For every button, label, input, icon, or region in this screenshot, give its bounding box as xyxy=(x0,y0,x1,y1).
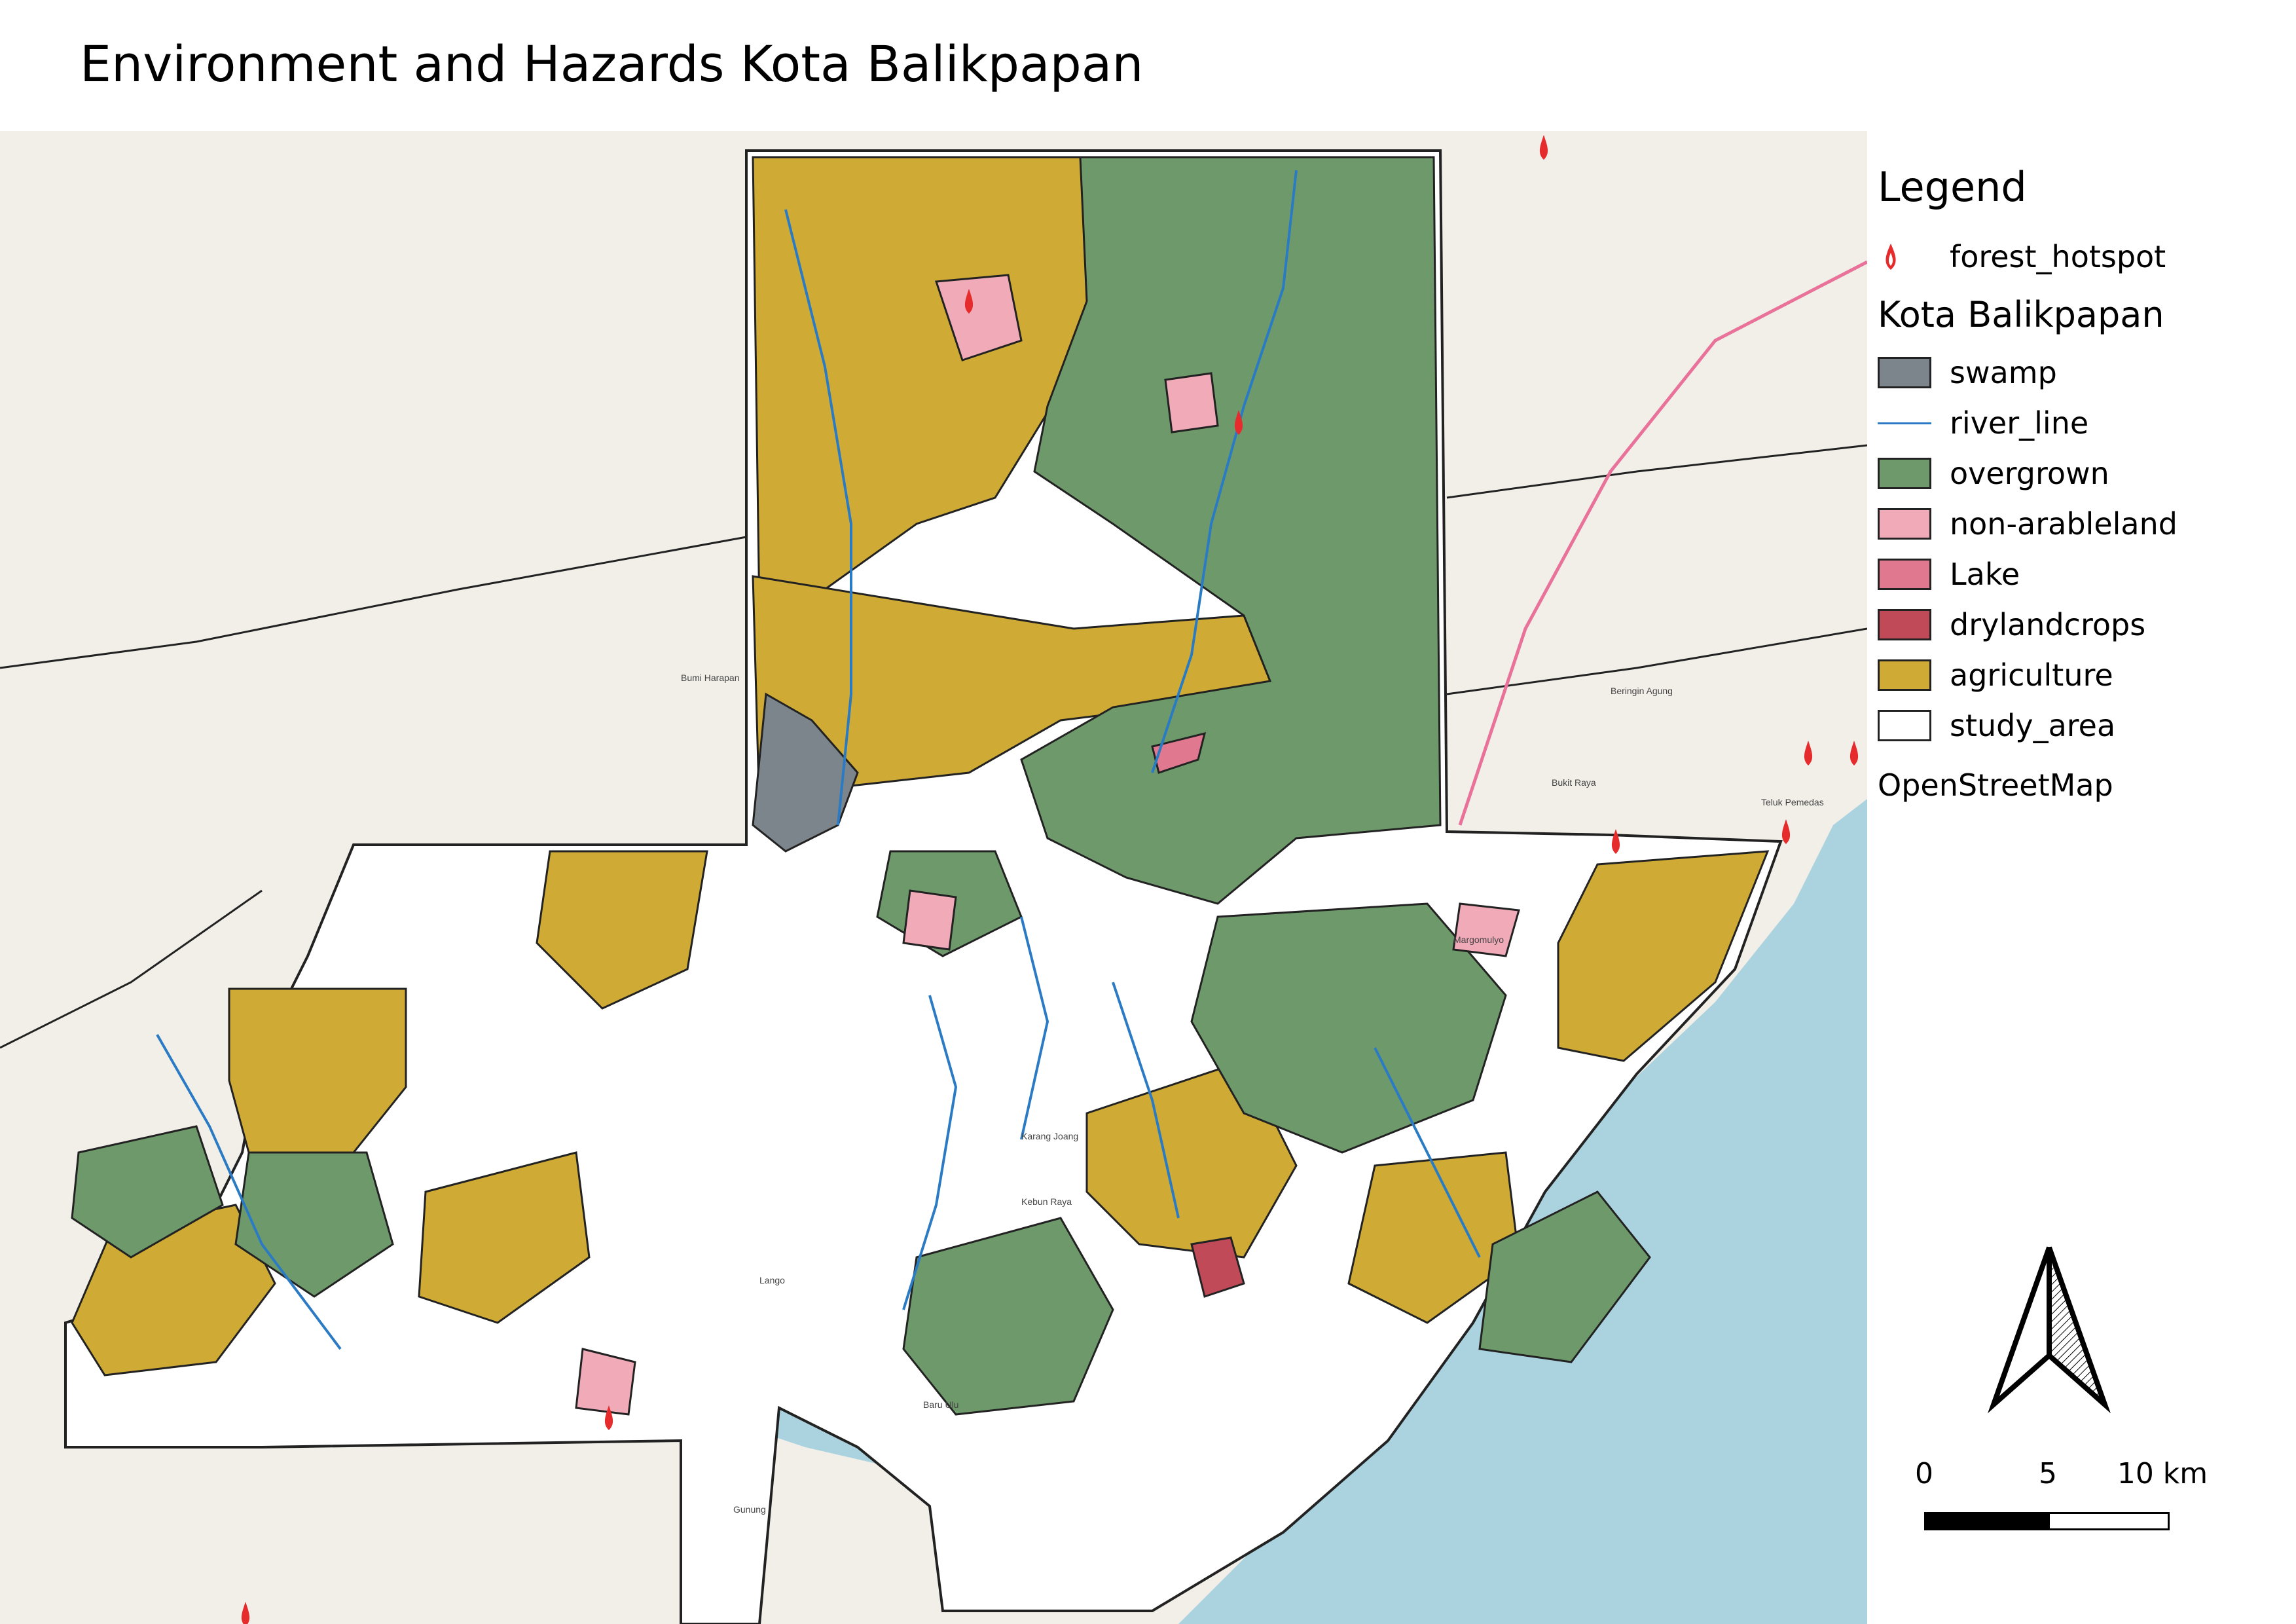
map-title: Environment and Hazards Kota Balikpapan xyxy=(80,35,1144,93)
map-canvas[interactable]: Bumi Harapan Beringin Agung Bukit Raya T… xyxy=(0,131,1867,1624)
drylandcrops xyxy=(1190,1236,1245,1298)
scale-segment-white xyxy=(2048,1512,2170,1530)
scale-bar: 0 5 10 km xyxy=(1915,1457,2208,1549)
legend-item-river-line: river_line xyxy=(1878,397,2284,448)
fire-icon xyxy=(1781,819,1791,844)
legend-item-study-area: study_area xyxy=(1878,700,2284,750)
fire-icon xyxy=(1850,741,1859,766)
scale-segment-black xyxy=(1924,1512,2050,1530)
place-label: Beringin Agung xyxy=(1611,686,1673,696)
legend-item-agriculture: agriculture xyxy=(1878,650,2284,700)
non-arableland-layer xyxy=(575,274,1520,1416)
legend-swatch xyxy=(1878,356,1931,388)
place-label: Teluk Pemedas xyxy=(1761,797,1824,807)
legend-label: swamp xyxy=(1950,354,2057,390)
legend-item-hotspot: forest_hotspot xyxy=(1878,231,2284,282)
place-label: Lango xyxy=(759,1275,785,1285)
hotspot-markers xyxy=(242,135,1859,1624)
legend-label: drylandcrops xyxy=(1950,606,2146,642)
legend: Legend forest_hotspot Kota Balikpapan sw… xyxy=(1878,167,2284,803)
place-label: Bumi Harapan xyxy=(681,673,740,683)
agriculture-layer xyxy=(71,156,1770,1376)
place-label: Baru Ulu xyxy=(923,1399,958,1410)
lake xyxy=(1151,731,1207,774)
fire-icon xyxy=(604,1405,613,1430)
scale-label: 5 xyxy=(2039,1457,2057,1490)
basemap-label: OpenStreetMap xyxy=(1878,767,2113,803)
north-arrow-icon xyxy=(1984,1241,2115,1414)
legend-swatch xyxy=(1878,507,1931,540)
legend-classes: swamp river_line overgrown non-arableland La… xyxy=(1878,347,2284,750)
sea xyxy=(1178,799,1867,1624)
fire-icon xyxy=(242,1602,249,1624)
legend-item-swamp: swamp xyxy=(1878,347,2284,397)
legend-swatch xyxy=(1878,608,1931,640)
legend-swatch xyxy=(1878,659,1931,691)
place-label: Gunung xyxy=(733,1504,766,1515)
main-road xyxy=(1458,260,1867,826)
legend-swatch xyxy=(1878,457,1931,489)
place-label: Bukit Raya xyxy=(1552,777,1596,788)
legend-label: Lake xyxy=(1950,556,2020,592)
place-label: Karang Joang xyxy=(1021,1131,1078,1141)
legend-item-drylandcrops: drylandcrops xyxy=(1878,599,2284,650)
legend-label: forest_hotspot xyxy=(1950,238,2166,274)
legend-label: agriculture xyxy=(1950,657,2113,693)
fire-icon xyxy=(1611,829,1620,854)
scale-label: 0 xyxy=(1915,1457,1933,1490)
fire-icon xyxy=(1878,241,1931,272)
legend-item-overgrown: overgrown xyxy=(1878,448,2284,498)
legend-title: Legend xyxy=(1878,163,2027,211)
legend-group-title: Kota Balikpapan xyxy=(1878,294,2164,335)
legend-swatch xyxy=(1878,709,1931,741)
place-label: Kebun Raya xyxy=(1021,1196,1072,1207)
legend-swatch xyxy=(1878,407,1931,439)
fire-icon xyxy=(964,289,974,314)
legend-item-non-arableland: non-arableland xyxy=(1878,498,2284,549)
fire-icon xyxy=(1539,135,1548,160)
place-label: Margomulyo xyxy=(1453,934,1504,945)
legend-label: overgrown xyxy=(1950,455,2109,491)
legend-label: river_line xyxy=(1950,405,2089,441)
admin-boundaries xyxy=(0,444,1867,1049)
legend-item-lake: Lake xyxy=(1878,549,2284,599)
fire-icon xyxy=(1234,410,1243,435)
fire-icon xyxy=(1804,741,1813,766)
river-layer xyxy=(156,170,1481,1350)
scale-label: 10 km xyxy=(2117,1457,2208,1490)
place-labels: Bumi Harapan Beringin Agung Bukit Raya T… xyxy=(681,673,1824,1515)
legend-label: study_area xyxy=(1950,707,2116,743)
legend-label: non-arableland xyxy=(1950,506,2178,542)
legend-swatch xyxy=(1878,558,1931,590)
